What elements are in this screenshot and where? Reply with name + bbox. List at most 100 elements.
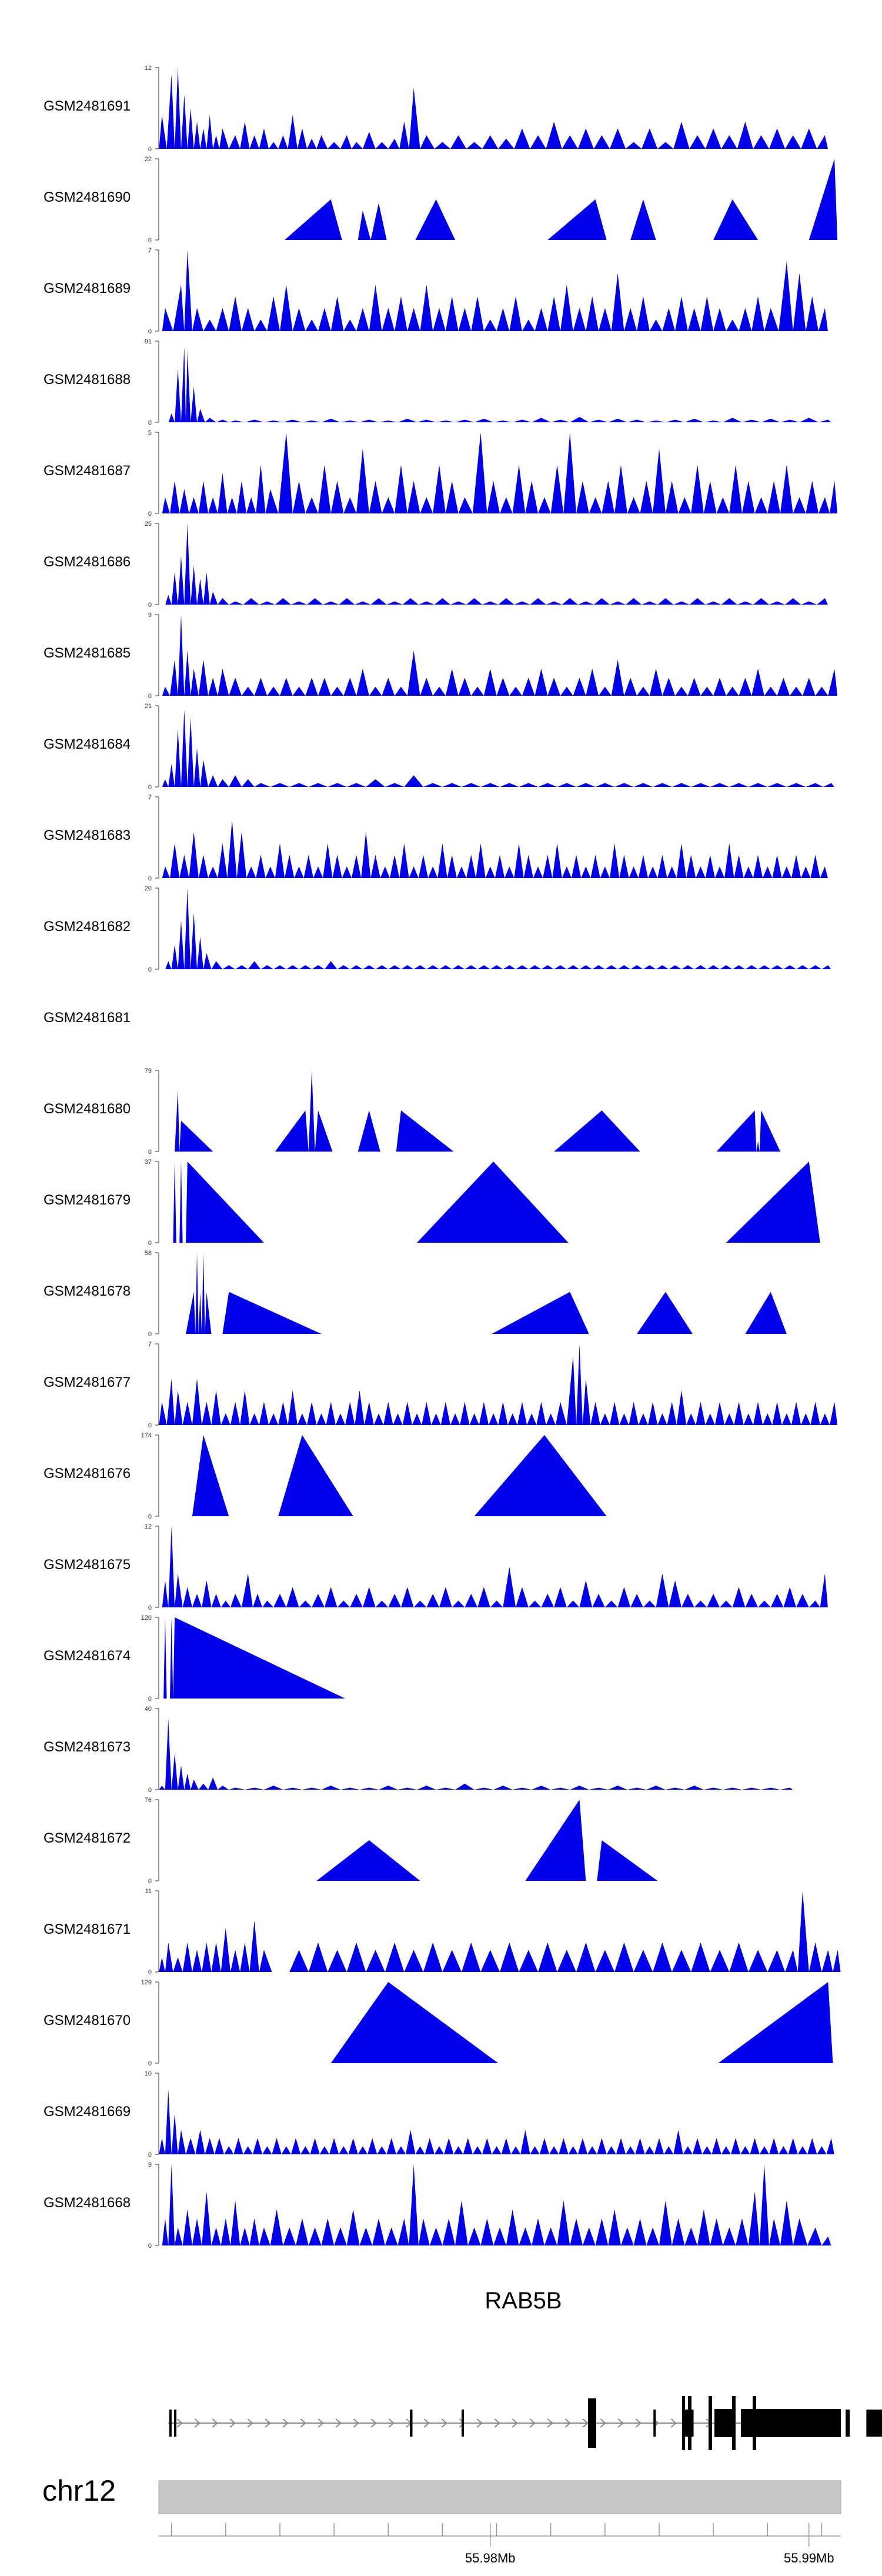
strand-chevron bbox=[494, 2418, 500, 2428]
signal-peak bbox=[339, 2146, 349, 2154]
signal-peak bbox=[169, 1617, 173, 1699]
y-tick-zero-label: 0 bbox=[148, 510, 152, 518]
signal-peak bbox=[162, 686, 170, 696]
signal-peak bbox=[610, 1402, 620, 1425]
exon-block bbox=[588, 2398, 596, 2448]
signal-peak bbox=[209, 591, 218, 605]
signal-peak bbox=[191, 669, 199, 696]
signal-peak bbox=[656, 965, 669, 969]
signal-peak bbox=[780, 465, 793, 513]
signal-peak bbox=[726, 1162, 820, 1243]
signal-peak bbox=[452, 965, 465, 969]
signal-peak bbox=[218, 1786, 229, 1790]
signal-peak bbox=[409, 88, 420, 149]
signal-peak bbox=[713, 308, 726, 331]
signal-peak bbox=[182, 1587, 192, 1607]
signal-peak bbox=[208, 678, 218, 696]
signal-peak bbox=[418, 601, 435, 605]
signal-peak bbox=[330, 686, 344, 696]
signal-peak bbox=[386, 2138, 396, 2154]
signal-peak bbox=[165, 595, 172, 605]
signal-peak bbox=[198, 1783, 209, 1790]
y-tick-zero-label: 0 bbox=[148, 1149, 152, 1156]
signal-peak bbox=[162, 1580, 169, 1607]
signal-peak bbox=[168, 2164, 175, 2245]
signal-peak bbox=[159, 1402, 167, 1425]
signal-peak bbox=[743, 1413, 753, 1425]
signal-peak bbox=[678, 497, 691, 513]
y-tick-max-label: 129 bbox=[141, 1979, 152, 1986]
signal-peak bbox=[433, 308, 446, 331]
y-tick-zero-label: 0 bbox=[148, 2151, 152, 2158]
signal-peak bbox=[305, 678, 319, 696]
signal-peak bbox=[791, 1402, 801, 1425]
signal-peak bbox=[330, 481, 344, 513]
signal-peak bbox=[281, 2146, 291, 2154]
signal-peak bbox=[600, 1413, 610, 1425]
signal-peak bbox=[490, 1600, 503, 1607]
signal-peak bbox=[554, 1587, 567, 1607]
strand-chevron bbox=[635, 2418, 642, 2428]
signal-peak bbox=[726, 319, 739, 331]
signal-peak bbox=[806, 783, 824, 787]
signal-peak bbox=[684, 2227, 698, 2245]
signal-peak bbox=[681, 1594, 694, 1607]
signal-peak bbox=[753, 1402, 763, 1425]
signal-peak bbox=[554, 965, 567, 969]
signal-peak bbox=[589, 419, 609, 422]
signal-peak bbox=[522, 678, 535, 696]
signal-peak bbox=[343, 319, 357, 331]
strand-chevron bbox=[459, 2418, 465, 2428]
track-GSM2481683: GSM2481683 7 0 bbox=[44, 794, 828, 882]
signal-peak bbox=[500, 1942, 519, 1972]
signal-peak bbox=[512, 1787, 532, 1790]
signal-peak bbox=[335, 1413, 346, 1425]
signal-peak bbox=[675, 686, 688, 696]
signal-peak bbox=[597, 1840, 658, 1881]
track-label: GSM2481686 bbox=[44, 554, 131, 570]
signal-peak bbox=[377, 2146, 387, 2154]
signal-peak bbox=[452, 1600, 465, 1607]
signal-peak bbox=[592, 1594, 605, 1607]
signal-peak bbox=[162, 497, 170, 513]
signal-peak bbox=[159, 2138, 165, 2154]
signal-peak bbox=[434, 142, 450, 149]
signal-peak bbox=[702, 2146, 712, 2154]
signal-peak bbox=[539, 2138, 550, 2154]
signal-peak bbox=[203, 953, 212, 969]
y-tick-max-label: 25 bbox=[145, 520, 152, 528]
signal-peak bbox=[235, 965, 248, 969]
signal-peak bbox=[412, 1413, 422, 1425]
signal-peak bbox=[382, 308, 395, 331]
signal-peak bbox=[259, 1950, 272, 1972]
signal-peak bbox=[269, 1413, 279, 1425]
signal-peak bbox=[340, 135, 352, 149]
signal-peak bbox=[501, 2138, 511, 2154]
signal-peak bbox=[477, 965, 490, 969]
signal-peak bbox=[187, 717, 194, 787]
signal-peak bbox=[721, 2146, 731, 2154]
signal-peak bbox=[579, 965, 593, 969]
signal-peak bbox=[640, 481, 653, 513]
signal-peak bbox=[373, 1413, 384, 1425]
signal-peak bbox=[763, 866, 773, 878]
signal-peak bbox=[202, 1942, 212, 1972]
signal-peak bbox=[472, 2146, 483, 2154]
signal-peak bbox=[656, 1573, 669, 1607]
signal-peak bbox=[530, 135, 546, 149]
signal-peak bbox=[649, 319, 663, 331]
signal-peak bbox=[729, 783, 749, 787]
signal-peak bbox=[759, 2164, 770, 2245]
y-tick-zero-label: 0 bbox=[148, 1331, 152, 1338]
signal-peak bbox=[191, 912, 198, 969]
signal-peak bbox=[191, 386, 198, 422]
y-tick-max-label: 10 bbox=[145, 2070, 152, 2077]
y-tick-zero-label: 0 bbox=[148, 1969, 152, 1976]
track-GSM2481685: GSM2481685 9 0 bbox=[44, 612, 838, 700]
track-GSM2481673: GSM2481673 40 0 bbox=[44, 1706, 793, 1794]
signal-peak bbox=[370, 855, 380, 878]
signal-peak bbox=[249, 1413, 259, 1425]
signal-peak bbox=[465, 1594, 478, 1607]
signal-peak bbox=[175, 68, 181, 149]
track-GSM2481681: GSM2481681 bbox=[44, 1010, 131, 1026]
